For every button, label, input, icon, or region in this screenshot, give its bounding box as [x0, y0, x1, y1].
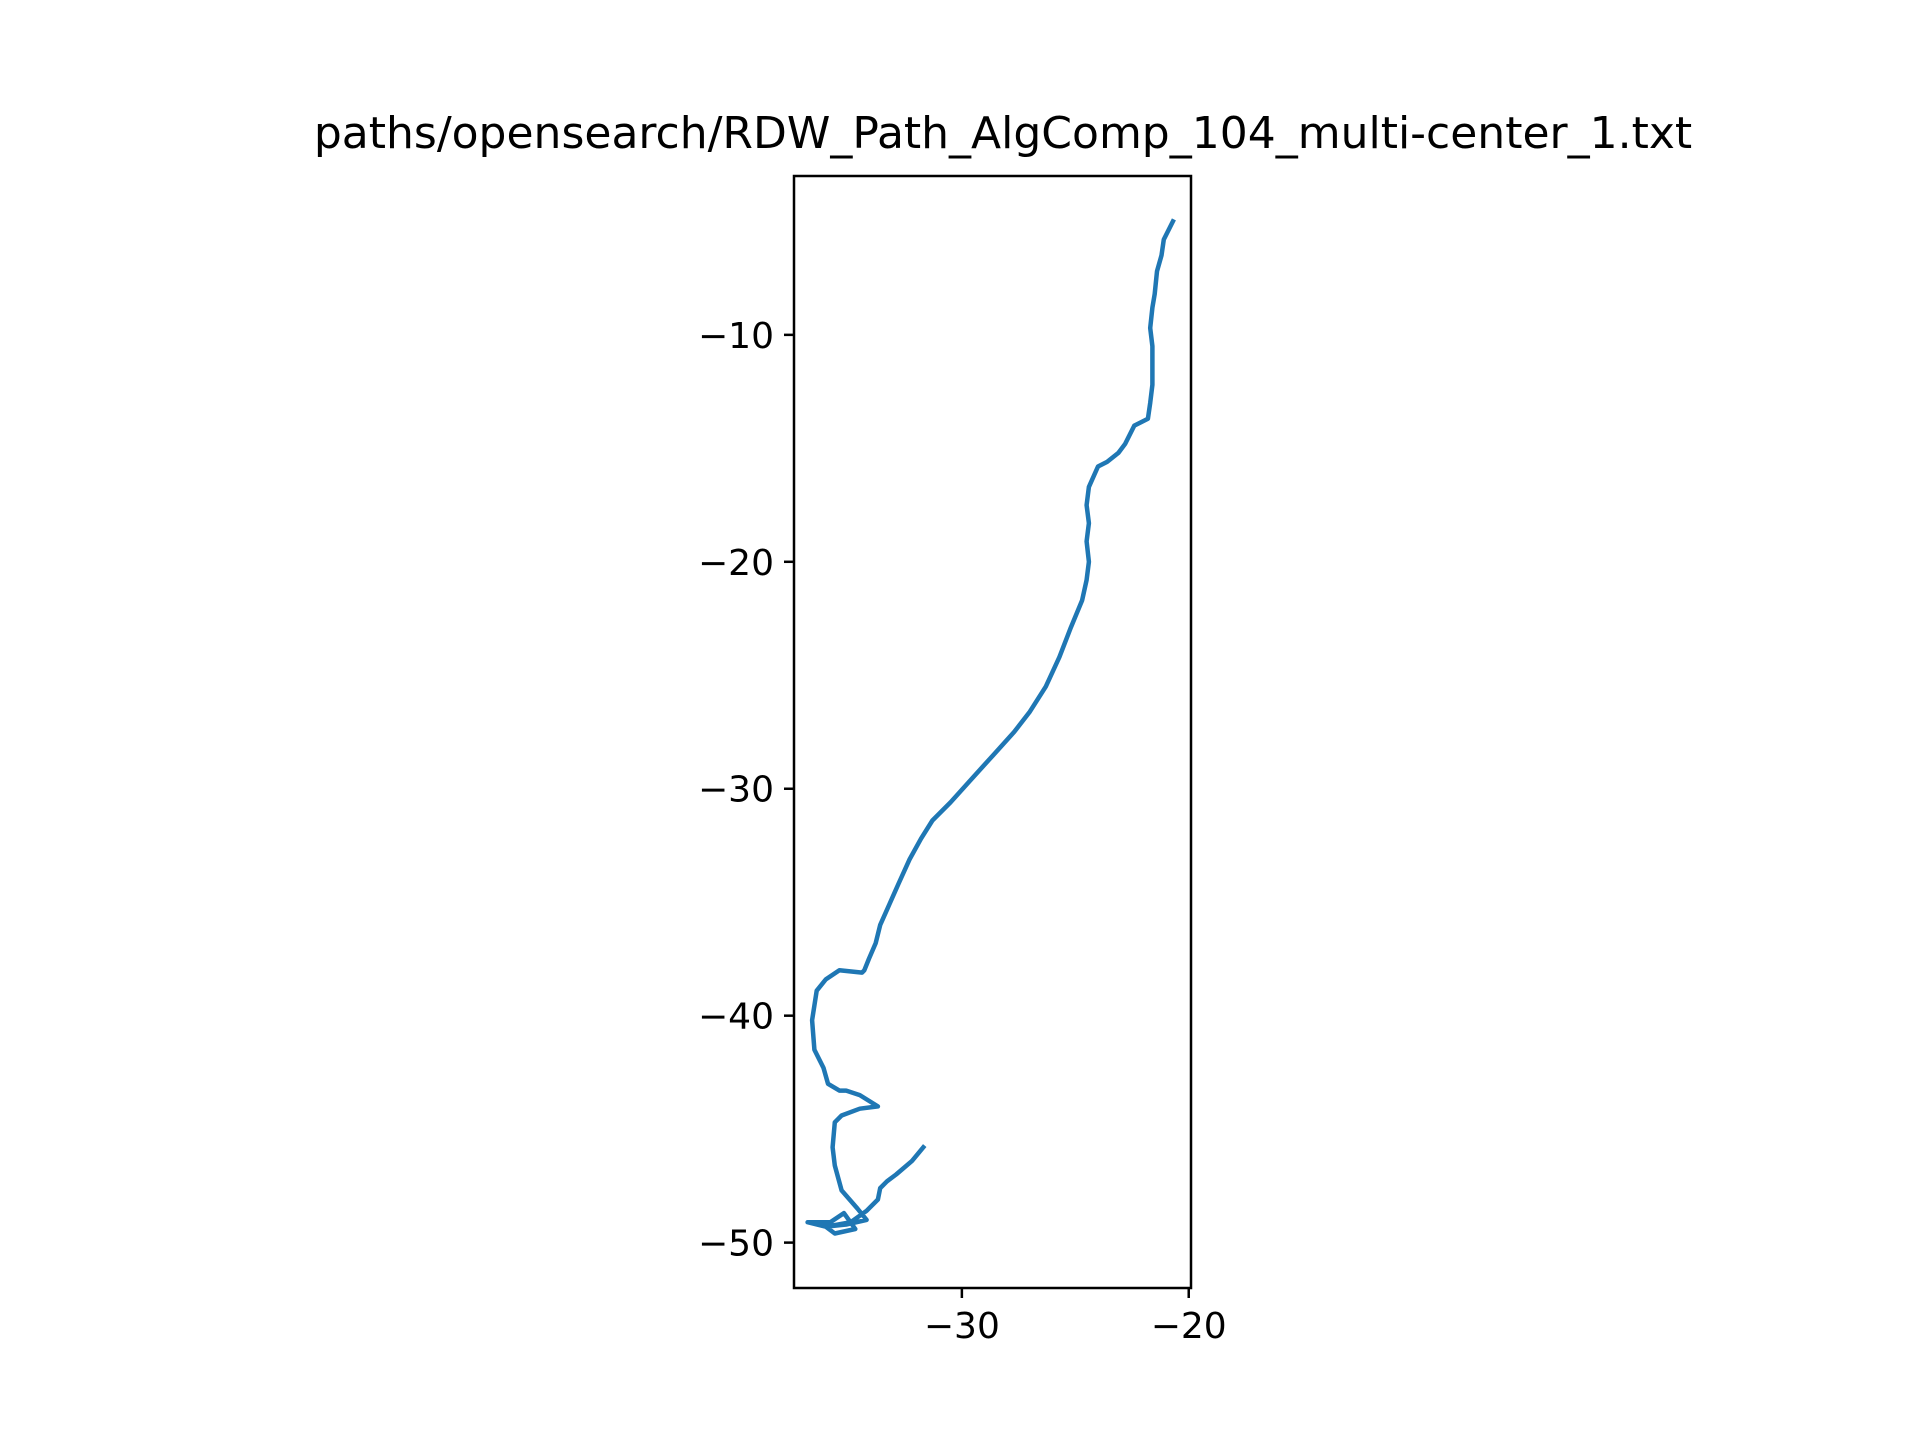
y-tick-label: −40 — [698, 997, 774, 1038]
x-tick-label: −20 — [1151, 1306, 1227, 1347]
x-axis: −30 −20 — [924, 1288, 1227, 1347]
plot-area — [805, 218, 1176, 1236]
chart-title: paths/opensearch/RDW_Path_AlgComp_104_mu… — [314, 108, 1692, 159]
y-tick-label: −20 — [698, 543, 774, 584]
y-tick-label: −10 — [698, 316, 774, 357]
x-tick-label: −30 — [924, 1306, 1000, 1347]
series-line-1 — [805, 218, 1176, 1236]
y-tick-label: −30 — [698, 770, 774, 811]
y-tick-label: −50 — [698, 1224, 774, 1265]
y-axis: −10 −20 −30 −40 −50 — [698, 316, 794, 1265]
axes-frame — [792, 174, 1193, 1290]
